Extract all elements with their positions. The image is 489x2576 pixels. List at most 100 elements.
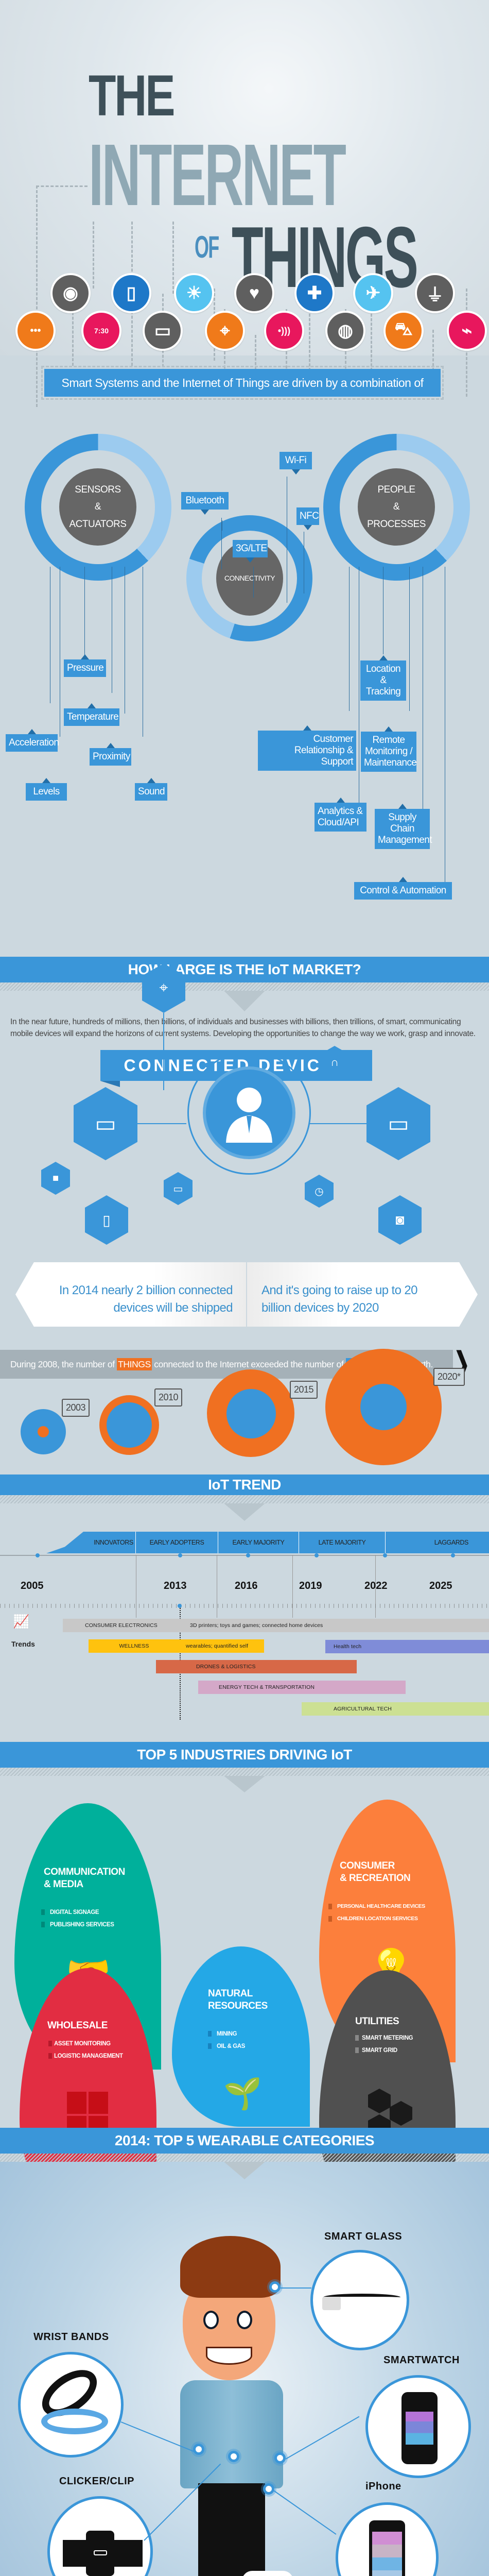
industry-title: CONSUMER & RECREATION — [340, 1860, 411, 1884]
character-trousers — [198, 2483, 265, 2576]
market-heading: HOW LARGE IS THE IoT MARKET? — [0, 957, 489, 982]
smartphone-icon: ▯ — [111, 273, 151, 313]
smart-glass-circle — [310, 2250, 409, 2350]
tag-location-tracking: Location & Tracking — [360, 655, 406, 701]
video-camera-hex-icon: ■ — [41, 1162, 70, 1195]
tag-temperature: Temperature — [64, 703, 119, 726]
plant-in-hand-icon: 🌱 — [223, 2076, 262, 2111]
hatch-divider — [0, 1495, 489, 1503]
smartwatch-icon: 7:30 — [81, 311, 121, 351]
tv-hex-icon: ▭ — [164, 1172, 193, 1205]
fact-text: connected to the Internet exceeded the n… — [151, 1359, 346, 1369]
tag-sound: Sound — [135, 778, 167, 801]
circuit-wire — [36, 185, 38, 407]
industry-bullets: DIGITAL SIGNAGE PUBLISHING SERVICES — [41, 1906, 114, 1931]
tag-levels: Levels — [26, 778, 67, 801]
connectivity-label: CONNECTIVITY — [224, 574, 275, 583]
phase-early-adopters: EARLY ADOPTERS — [136, 1532, 218, 1553]
eye-icon: ◉ — [50, 273, 91, 313]
title-internet: INTERNET — [89, 126, 346, 224]
circuit-wire — [36, 185, 88, 187]
circuit-wire — [371, 309, 372, 371]
connector-line — [253, 567, 254, 598]
title-the: THE — [89, 63, 175, 128]
industries-heading: TOP 5 INDUSTRIES DRIVING IoT — [0, 1742, 489, 1768]
bullet-item: PUBLISHING SERVICES — [41, 1919, 114, 1931]
stat-bubble-2020: And it's going to raise up to 20 billion… — [247, 1262, 478, 1327]
watch-hex-icon: ◷ — [305, 1175, 334, 1208]
hatch-divider — [0, 2154, 489, 2162]
bullet-item: PERSONAL HEALTHCARE DEVICES — [328, 1900, 425, 1912]
character-sweater — [180, 2380, 283, 2488]
fact-text: During 2008, the number of — [10, 1359, 117, 1369]
axis-dot — [36, 1553, 40, 1557]
character-head — [175, 2236, 283, 2380]
circuit-wire — [93, 222, 94, 289]
bullet-item: OIL & GAS — [208, 2040, 245, 2053]
bar-consumer-detail: 3D printers; toys and games; connected h… — [180, 1619, 489, 1632]
industry-title: COMMUNICATION & MEDIA — [44, 1867, 125, 1890]
year-tag-2020: 2020* — [433, 1368, 465, 1386]
person-icon — [226, 1088, 272, 1143]
bubble-2010-inner — [107, 1402, 152, 1448]
axis-dot — [315, 1553, 319, 1557]
timeline-ticks — [0, 1604, 489, 1608]
helicopter-icon: ✈ — [353, 273, 393, 313]
bubble-2015-inner — [226, 1389, 276, 1438]
wristband-icon: ••• — [15, 311, 56, 351]
bar-agricultural-tech: AGRICULTURAL TECH — [302, 1702, 489, 1716]
adoption-curve — [46, 1532, 93, 1553]
bar-energy-transport: ENERGY TECH & TRANSPORTATION — [198, 1681, 406, 1694]
iphone-icon — [369, 2520, 405, 2576]
usb-stick-icon: ⌁ — [447, 311, 487, 351]
people-core: PEOPLE & PROCESSES — [358, 468, 435, 546]
trends-chart-icon: 📈 — [13, 1614, 30, 1629]
tag-remote-monitoring: Remote Monitoring / Maintenance — [361, 726, 417, 772]
connector-line — [84, 567, 85, 659]
phase-axis — [0, 1555, 489, 1556]
circuit-wire — [345, 309, 346, 397]
label-clicker-clip: CLICKER/CLIP — [59, 2476, 134, 2487]
people-amp: & — [393, 501, 400, 513]
people-label: PEOPLE — [377, 484, 415, 496]
year-2016: 2016 — [235, 1580, 258, 1591]
year-tag-2015: 2015 — [290, 1381, 318, 1399]
year-2019: 2019 — [299, 1580, 322, 1591]
bullet-item: ASSET MONITORING — [48, 2038, 123, 2050]
industry-title: NATURAL RESOURCES — [208, 1988, 268, 2011]
wearables-heading: 2014: TOP 5 WEARABLE CATEGORIES — [0, 2128, 489, 2154]
connector-line — [309, 1123, 366, 1124]
industry-title: WHOLESALE — [47, 2020, 108, 2031]
things-highlight: THINGS — [117, 1358, 152, 1370]
tablet-touch-hex-icon: ▭ — [74, 1087, 137, 1160]
tag-pressure: Pressure — [64, 654, 106, 677]
label-wrist-bands: WRIST BANDS — [33, 2331, 109, 2343]
processes-label: PROCESSES — [367, 518, 426, 530]
camera-hex-icon: ◙ — [378, 1195, 422, 1245]
map-pin-hex-icon: ⌖ — [142, 963, 185, 1013]
pin-smartwatch — [274, 2452, 286, 2464]
tag-control-automation: Control & Automation — [354, 877, 452, 900]
today-dot — [178, 1604, 182, 1608]
year-2025: 2025 — [429, 1580, 452, 1591]
hero-section: THE INTERNET OF THINGS ◉ ▯ ☀ ♥ ✚ ✈ ⏚ •••… — [0, 0, 489, 407]
plug-icon: ⏚ — [415, 273, 455, 313]
bubble-2020-inner — [360, 1384, 407, 1430]
connector-line — [221, 518, 222, 569]
label-smart-glass: SMART GLASS — [324, 2231, 403, 2242]
sensors-amp: & — [94, 501, 101, 513]
hatch-divider — [0, 982, 489, 991]
grid-line — [375, 1555, 376, 1618]
hatch-divider — [0, 1768, 489, 1776]
lightbulb-icon: ☀ — [174, 273, 214, 313]
bar-wellness: WELLNESS — [89, 1639, 180, 1653]
ribbon-fold — [100, 1081, 120, 1087]
bar-drones-logistics: DRONES & LOGISTICS — [156, 1660, 357, 1673]
link-line — [281, 2287, 311, 2289]
bullet-item: CHILDREN LOCATION SERVICES — [328, 1912, 425, 1925]
connector-line — [163, 1013, 164, 1090]
axis-dot — [246, 1553, 250, 1557]
bar-health-tech: Health tech — [325, 1640, 489, 1653]
label-iphone: iPhone — [365, 2481, 401, 2492]
grid-line — [292, 1555, 293, 1618]
